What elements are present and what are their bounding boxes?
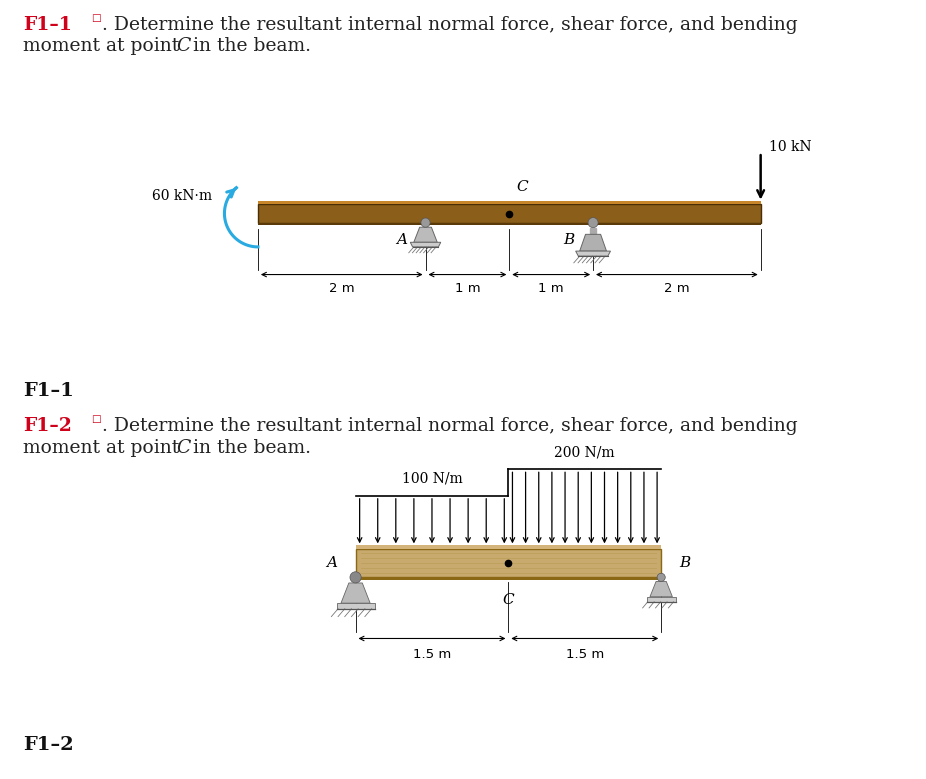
Text: F1–1: F1–1: [23, 16, 72, 33]
Polygon shape: [414, 227, 437, 242]
Text: moment at point: moment at point: [23, 37, 185, 55]
Text: C: C: [516, 180, 528, 194]
Bar: [258, 204, 760, 223]
Text: 10 kN: 10 kN: [769, 140, 812, 154]
Text: C: C: [176, 439, 191, 456]
Polygon shape: [646, 597, 676, 602]
Text: 1 m: 1 m: [455, 282, 481, 295]
Text: A: A: [326, 556, 337, 570]
Polygon shape: [356, 545, 661, 549]
Circle shape: [421, 218, 430, 227]
Text: in the beam.: in the beam.: [187, 37, 311, 55]
Polygon shape: [337, 603, 374, 608]
Text: □: □: [91, 14, 101, 23]
Circle shape: [350, 572, 361, 583]
Circle shape: [588, 217, 598, 227]
Text: C: C: [503, 593, 514, 607]
Text: 2 m: 2 m: [664, 282, 690, 295]
Text: moment at point: moment at point: [23, 439, 185, 456]
Text: 1 m: 1 m: [538, 282, 564, 295]
Text: 1.5 m: 1.5 m: [413, 647, 451, 661]
Text: □: □: [91, 415, 101, 425]
Polygon shape: [576, 251, 610, 256]
Polygon shape: [356, 577, 661, 580]
Bar: [356, 549, 661, 577]
Text: . Determine the resultant internal normal force, shear force, and bending: . Determine the resultant internal norma…: [102, 417, 797, 435]
Text: 200 N/m: 200 N/m: [555, 445, 615, 459]
Text: in the beam.: in the beam.: [187, 439, 311, 456]
Text: F1–2: F1–2: [23, 736, 74, 754]
Polygon shape: [258, 223, 760, 225]
Polygon shape: [580, 234, 607, 251]
Circle shape: [657, 573, 665, 581]
Polygon shape: [650, 581, 672, 597]
Text: A: A: [396, 233, 407, 247]
Text: 60 kN·m: 60 kN·m: [152, 189, 212, 203]
Text: . Determine the resultant internal normal force, shear force, and bending: . Determine the resultant internal norma…: [102, 16, 797, 33]
Text: 1.5 m: 1.5 m: [566, 647, 604, 661]
Text: B: B: [563, 233, 575, 247]
Polygon shape: [341, 583, 370, 603]
Polygon shape: [258, 201, 760, 204]
Text: B: B: [680, 556, 691, 570]
Text: F1–1: F1–1: [23, 382, 74, 400]
Text: C: C: [176, 37, 191, 55]
Polygon shape: [590, 227, 596, 234]
Polygon shape: [410, 242, 441, 247]
Text: F1–2: F1–2: [23, 417, 72, 435]
Text: 100 N/m: 100 N/m: [402, 471, 462, 485]
Text: 2 m: 2 m: [329, 282, 355, 295]
